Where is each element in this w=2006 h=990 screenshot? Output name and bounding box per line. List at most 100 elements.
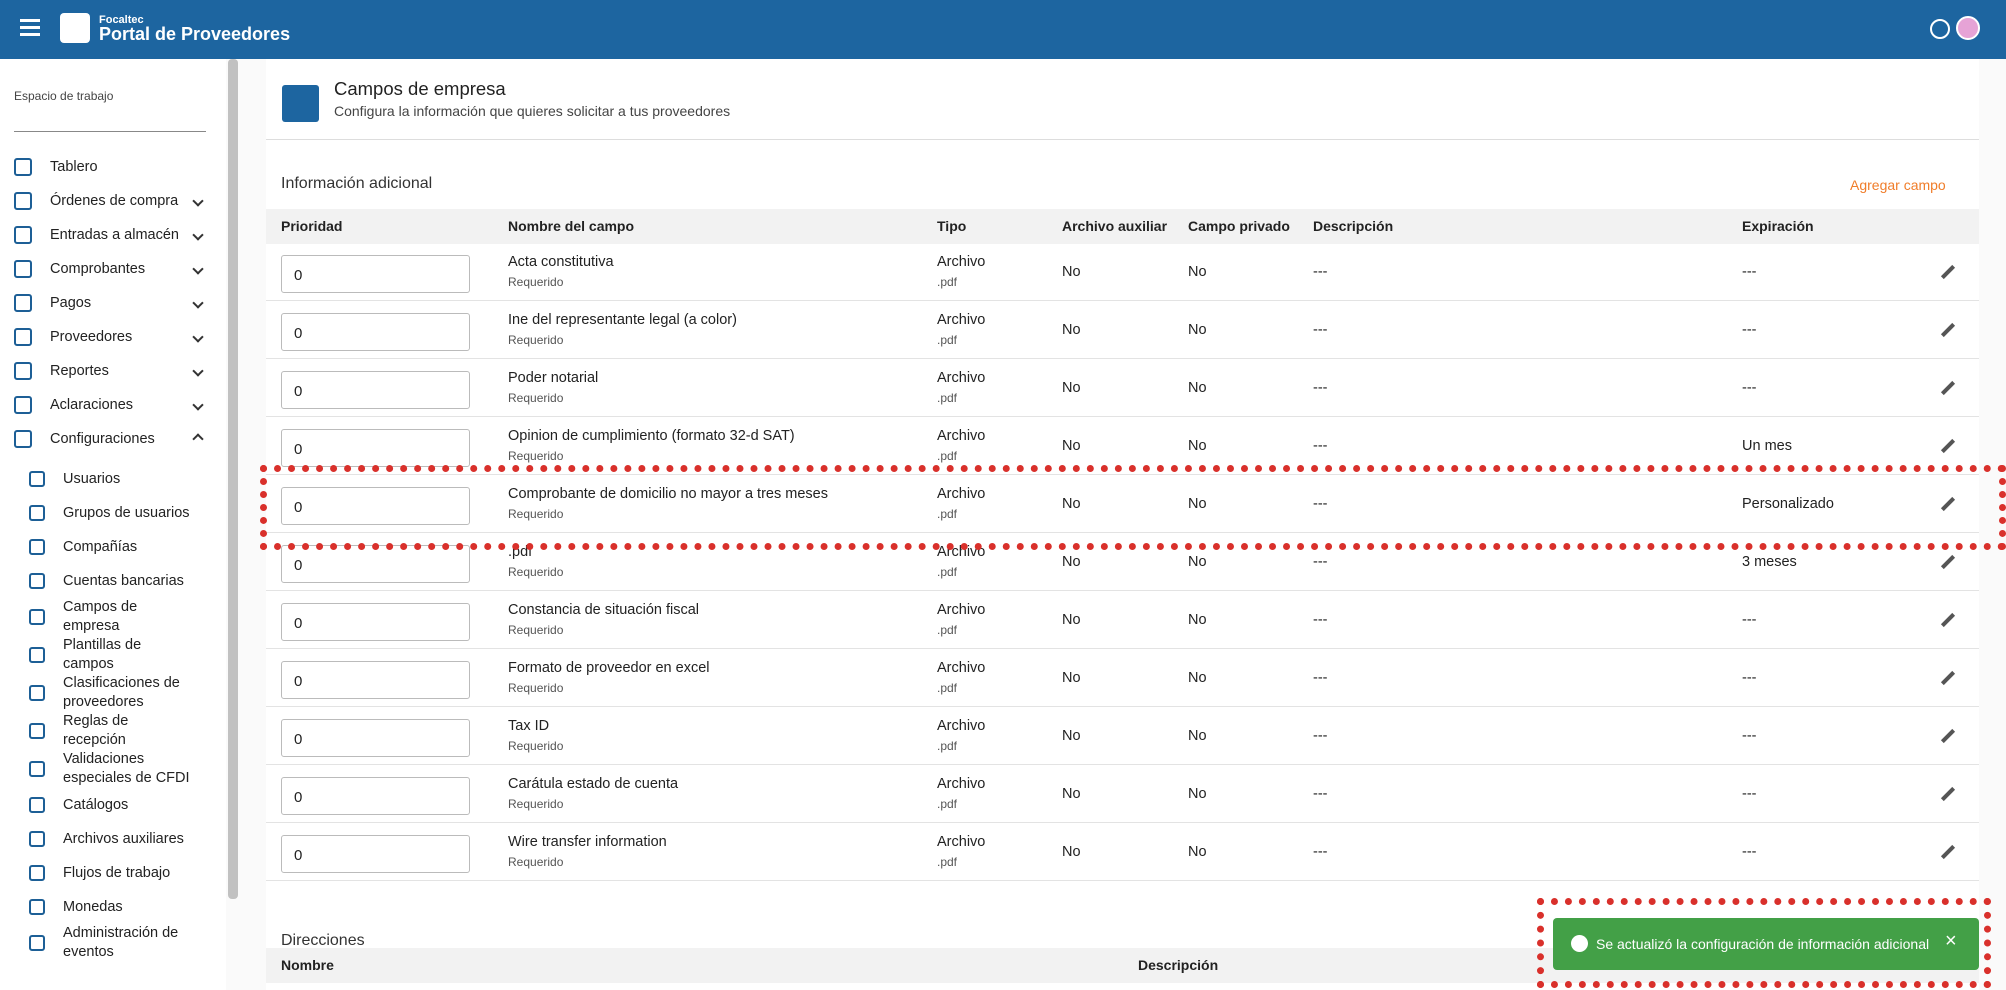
expiration: ---	[1742, 264, 1757, 280]
expiration: Personalizado	[1742, 496, 1834, 512]
nav-subitem[interactable]: Archivos auxiliares	[0, 822, 226, 856]
nav-item[interactable]: Entradas a almacén	[0, 218, 226, 252]
priority-input[interactable]: 0	[281, 313, 470, 351]
edit-button[interactable]	[1940, 322, 1956, 338]
aux-file: No	[1062, 786, 1081, 802]
nav-icon	[14, 192, 32, 210]
priority-input[interactable]: 0	[281, 719, 470, 757]
edit-button[interactable]	[1940, 728, 1956, 744]
field-type: Archivo	[937, 660, 986, 676]
nav-subitem[interactable]: Compañías	[0, 530, 226, 564]
nav-label: Campos de empresa	[63, 599, 138, 634]
field-type: Archivo	[937, 834, 986, 850]
column-header: Campo privado	[1188, 218, 1290, 234]
priority-input[interactable]: 0	[281, 777, 470, 815]
description: ---	[1313, 380, 1328, 396]
nav-icon	[29, 471, 45, 487]
nav-item[interactable]: Reportes	[0, 354, 226, 388]
nav-item[interactable]: Tablero	[0, 150, 226, 184]
expiration: 3 meses	[1742, 554, 1797, 570]
nav-item[interactable]: Aclaraciones	[0, 388, 226, 422]
nav-subitem[interactable]: Usuarios	[0, 462, 226, 496]
edit-button[interactable]	[1940, 844, 1956, 860]
help-button[interactable]	[1930, 19, 1950, 39]
edit-button[interactable]	[1940, 264, 1956, 280]
nav-label: Compañías	[63, 538, 138, 555]
table-row: 0 Carátula estado de cuenta Requerido Archi…	[266, 765, 1979, 823]
description: ---	[1313, 496, 1328, 512]
field-required: Requerido	[508, 565, 564, 579]
private-field: No	[1188, 496, 1207, 512]
table-header	[266, 209, 1979, 244]
nav-label: Archivos auxiliares	[63, 830, 184, 847]
nav-icon	[29, 573, 45, 589]
nav-item[interactable]: Pagos	[0, 286, 226, 320]
field-required: Requerido	[508, 681, 564, 695]
add-field-button[interactable]: Agregar campo	[1850, 177, 1946, 193]
nav-subitem[interactable]: Catálogos	[0, 788, 226, 822]
menu-button[interactable]	[20, 19, 40, 22]
aux-file: No	[1062, 264, 1081, 280]
field-ext: .pdf	[937, 739, 958, 753]
priority-input[interactable]: 0	[281, 429, 470, 467]
nav-subitem[interactable]: Cuentas bancarias	[0, 564, 226, 598]
nav-icon	[29, 831, 45, 847]
edit-button[interactable]	[1940, 670, 1956, 686]
edit-button[interactable]	[1940, 438, 1956, 454]
edit-button[interactable]	[1940, 380, 1956, 396]
brand-small: Focaltec	[99, 14, 144, 26]
field-required: Requerido	[508, 507, 564, 521]
priority-input[interactable]: 0	[281, 835, 470, 873]
chevron	[192, 195, 204, 207]
table-row: 0 Opinion de cumplimiento (formato 32-d S…	[266, 417, 1979, 475]
priority-input[interactable]: 0	[281, 487, 470, 525]
priority-input[interactable]: 0	[281, 603, 470, 641]
nav-item[interactable]: Proveedores	[0, 320, 226, 354]
nav-subitem[interactable]: Monedas	[0, 890, 226, 924]
scrollbar[interactable]	[228, 59, 238, 899]
nav-subitem[interactable]: Plantillas de campos	[0, 636, 226, 674]
toast: Se actualizó la configuración de informa…	[1553, 918, 1979, 970]
edit-button[interactable]	[1940, 612, 1956, 628]
column-header: Prioridad	[281, 218, 343, 234]
workspace-select[interactable]	[14, 131, 206, 132]
nav-item[interactable]: Configuraciones	[0, 422, 226, 456]
edit-button[interactable]	[1940, 554, 1956, 570]
nav-label: Órdenes de compra	[50, 193, 179, 209]
priority-input[interactable]: 0	[281, 661, 470, 699]
column-header: Descripción	[1138, 957, 1219, 973]
private-field: No	[1188, 380, 1207, 396]
nav-subitem[interactable]: Campos de empresa	[0, 598, 226, 636]
nav-subitem[interactable]: Clasificaciones de proveedores	[0, 674, 226, 712]
priority-input[interactable]: 0	[281, 545, 470, 583]
table-row: 0 Formato de proveedor en excel Requerido A…	[266, 649, 1979, 707]
avatar[interactable]	[1956, 16, 1980, 40]
field-ext: .pdf	[937, 797, 958, 811]
page-icon	[282, 85, 319, 122]
nav-subitem[interactable]: Reglas de recepción	[0, 712, 226, 750]
page-title: Campos de empresa	[334, 78, 506, 99]
column-header: Archivo auxiliar	[1062, 218, 1168, 234]
field-name: Poder notarial	[508, 370, 599, 386]
nav-icon	[29, 539, 45, 555]
description: ---	[1313, 612, 1328, 628]
nav-subitem[interactable]: Flujos de trabajo	[0, 856, 226, 890]
nav-subitem[interactable]: Grupos de usuarios	[0, 496, 226, 530]
private-field: No	[1188, 438, 1207, 454]
highlight-box	[1537, 898, 1991, 988]
field-required: Requerido	[508, 739, 564, 753]
nav-subitem[interactable]: Validaciones especiales de CFDI	[0, 750, 226, 788]
nav-label: Administración de eventos	[63, 925, 179, 960]
nav-icon	[14, 260, 32, 278]
priority-input[interactable]: 0	[281, 371, 470, 409]
logo	[60, 13, 90, 43]
field-ext: .pdf	[937, 855, 958, 869]
expiration: ---	[1742, 380, 1757, 396]
priority-input[interactable]: 0	[281, 255, 470, 293]
toast-close[interactable]: ×	[1945, 930, 1957, 952]
edit-button[interactable]	[1940, 786, 1956, 802]
nav-item[interactable]: Comprobantes	[0, 252, 226, 286]
column-header: Nombre	[281, 957, 334, 973]
nav-subitem[interactable]: Administración de eventos	[0, 924, 226, 962]
nav-item[interactable]: Órdenes de compra	[0, 184, 226, 218]
